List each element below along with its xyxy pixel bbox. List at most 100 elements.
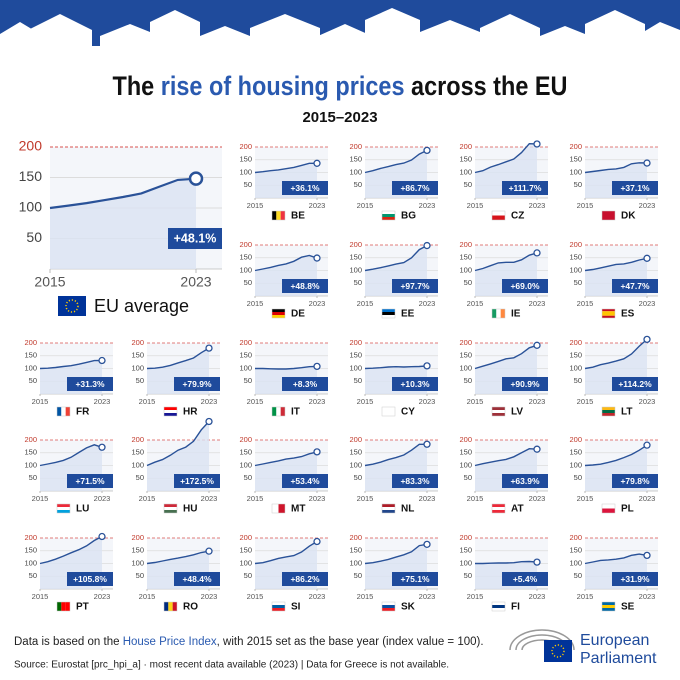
y-tick-label: 200	[459, 240, 472, 249]
x-tick-label: 2023	[309, 494, 326, 503]
annotation: +48.1%	[174, 231, 217, 245]
chart: 50 100 150 200 2015 2023 +75.1% SK	[349, 533, 438, 613]
flag-stripe	[492, 504, 505, 507]
end-point	[643, 551, 651, 560]
line	[254, 162, 317, 174]
flag-stripe	[492, 407, 505, 410]
annotation-box	[392, 572, 438, 586]
flag-stripe	[382, 510, 395, 513]
x-tick-label: 2023	[529, 299, 546, 308]
end-point	[643, 441, 651, 449]
line	[475, 560, 538, 565]
y-tick-label: 100	[569, 167, 582, 176]
end-point	[98, 443, 106, 451]
flag-border	[163, 503, 178, 514]
flag-stripe	[164, 407, 177, 410]
flag-stripe	[602, 608, 615, 611]
flag-border	[271, 210, 286, 221]
annotation: +31.9%	[620, 574, 650, 584]
end-point	[98, 532, 106, 541]
flag-stripe	[172, 602, 177, 611]
flag-stripe	[57, 507, 70, 510]
y-tick-label: 100	[24, 558, 37, 567]
annotation: +47.7%	[620, 281, 650, 291]
flag-border	[56, 406, 71, 417]
flag-stripe	[382, 605, 395, 608]
country-code: EE	[401, 309, 415, 320]
end-point	[188, 171, 204, 186]
line	[584, 338, 648, 370]
y-tick-label: 200	[569, 240, 582, 249]
x-tick-label: 2015	[32, 592, 49, 601]
y-tick-label: 50	[136, 376, 144, 385]
flag-border	[56, 503, 71, 514]
flag-border	[601, 210, 616, 221]
logo-line: Parliament	[580, 650, 657, 667]
y-tick-label: 150	[459, 351, 472, 360]
y-tick-label: 50	[574, 278, 582, 287]
annotation-box	[168, 228, 222, 249]
chart: 50 100 150 200 2015 2023 +90.9% LV	[459, 338, 548, 418]
y-tick-label: 200	[24, 338, 37, 347]
logo-line: European	[580, 632, 649, 649]
area	[147, 421, 209, 491]
flag-stripe	[382, 608, 395, 611]
y-tick-label: 150	[569, 253, 582, 262]
end-point	[205, 344, 213, 352]
x-tick-label: 2015	[247, 397, 264, 406]
flag-stripe	[492, 215, 505, 220]
annotation: +48.4%	[182, 574, 212, 584]
y-tick-label: 200	[569, 533, 582, 542]
y-tick-label: 100	[19, 199, 43, 215]
annotation: +79.9%	[182, 379, 212, 389]
y-tick-label: 200	[349, 338, 362, 347]
chart: 50 100 150 200 2015 2023 +8.3% IT	[239, 338, 328, 418]
flag-stripe	[164, 507, 177, 510]
flag-stripe	[492, 507, 505, 510]
y-tick-label: 50	[244, 473, 252, 482]
x-tick-label: 2023	[94, 494, 111, 503]
annotation-box	[392, 279, 438, 293]
country-code: SE	[621, 602, 635, 613]
flag-stripe	[276, 407, 281, 416]
x-tick-label: 2015	[357, 299, 374, 308]
y-tick-label: 100	[459, 265, 472, 274]
annotation: +48.8%	[290, 281, 320, 291]
y-tick-label: 200	[349, 240, 362, 249]
flag-stripe	[382, 309, 395, 312]
line	[364, 443, 427, 467]
y-tick-label: 200	[131, 338, 144, 347]
y-tick-label: 150	[569, 448, 582, 457]
x-tick-label: 2015	[357, 494, 374, 503]
y-tick-label: 50	[464, 278, 472, 287]
flag-stripe	[382, 211, 395, 214]
x-tick-label: 2023	[94, 592, 111, 601]
y-tick-label: 50	[244, 376, 252, 385]
note-part: Data is based on the	[14, 636, 123, 648]
chart: 50 100 150 200 2015 2023 +114.2% LT	[569, 335, 658, 418]
line	[584, 444, 648, 467]
y-tick-label: 200	[19, 138, 43, 154]
x-tick-label: 2023	[419, 299, 436, 308]
x-tick-label: 2015	[577, 299, 594, 308]
y-tick-label: 50	[354, 376, 362, 385]
chart: 50 100 150 200 2015 2023 +48.8% DE	[239, 240, 328, 320]
flag-stripe	[272, 504, 279, 513]
x-tick-label: 2023	[419, 397, 436, 406]
end-point	[533, 558, 541, 566]
y-tick-label: 200	[239, 435, 252, 444]
country-code: MT	[291, 504, 305, 515]
line	[584, 162, 648, 174]
chart: 50 100 150 200 2015 2023 +5.4% FI	[459, 533, 548, 613]
end-point	[423, 440, 431, 448]
country-code: HU	[183, 504, 197, 515]
annotation-box	[67, 377, 113, 391]
x-tick-label: 2023	[529, 397, 546, 406]
x-tick-label: 2015	[139, 494, 156, 503]
line	[49, 177, 197, 210]
y-tick-label: 100	[349, 363, 362, 372]
x-tick-label: 2023	[639, 201, 656, 210]
subtitle: 2015–2023	[302, 109, 377, 126]
eu-legend-label: EU average	[94, 296, 189, 316]
flag-stripe	[272, 407, 277, 416]
